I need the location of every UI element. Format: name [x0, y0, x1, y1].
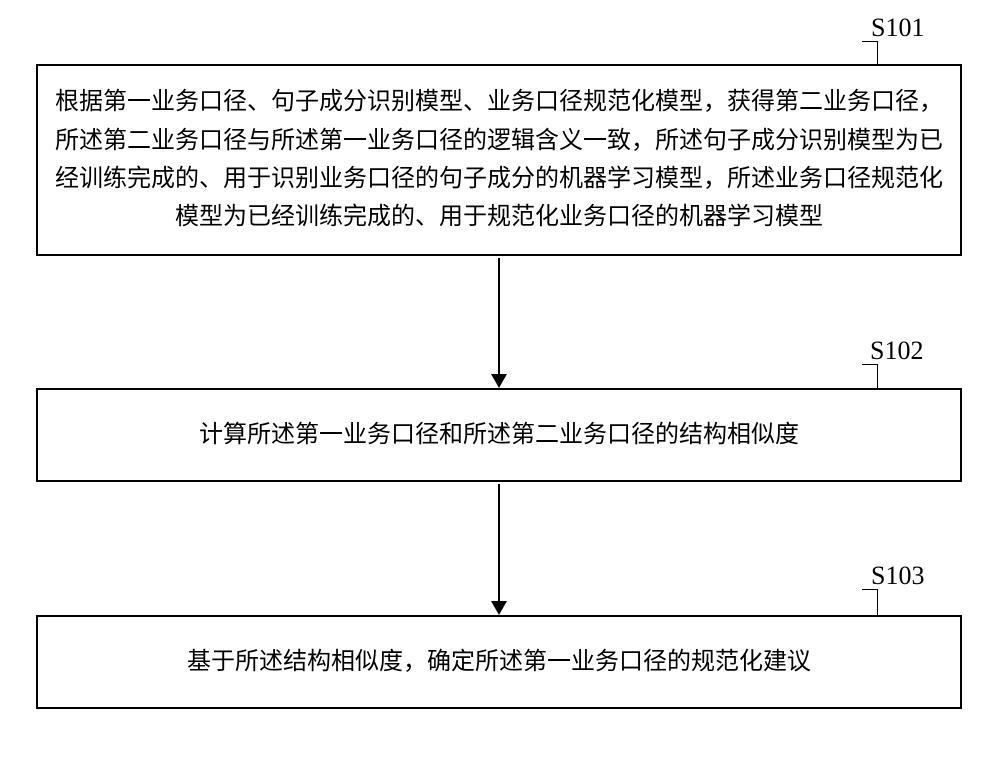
step-text: 根据第一业务口径、句子成分识别模型、业务口径规范化模型，获得第二业务口径，所述第… — [52, 83, 946, 237]
label-text: S102 — [870, 336, 923, 365]
label-text: S103 — [871, 561, 924, 590]
step-box-s102: 计算所述第一业务口径和所述第二业务口径的结构相似度 — [36, 388, 962, 482]
label-text: S101 — [871, 13, 924, 42]
step-label-s102: S102 — [870, 336, 923, 366]
arrow-2-stem — [498, 484, 500, 601]
step-box-s101: 根据第一业务口径、句子成分识别模型、业务口径规范化模型，获得第二业务口径，所述第… — [36, 64, 962, 256]
step-label-s103: S103 — [871, 561, 924, 591]
connector-s103 — [862, 589, 878, 615]
connector-s102 — [862, 364, 878, 388]
step-box-s103: 基于所述结构相似度，确定所述第一业务口径的规范化建议 — [36, 615, 962, 709]
step-label-s101: S101 — [871, 13, 924, 43]
connector-s101 — [862, 41, 878, 64]
arrow-1-stem — [498, 258, 500, 374]
arrow-1-head — [491, 374, 507, 388]
step-text: 基于所述结构相似度，确定所述第一业务口径的规范化建议 — [187, 643, 811, 681]
flowchart-canvas: S101 根据第一业务口径、句子成分识别模型、业务口径规范化模型，获得第二业务口… — [0, 0, 1000, 777]
step-text: 计算所述第一业务口径和所述第二业务口径的结构相似度 — [199, 416, 799, 454]
arrow-2-head — [491, 601, 507, 615]
